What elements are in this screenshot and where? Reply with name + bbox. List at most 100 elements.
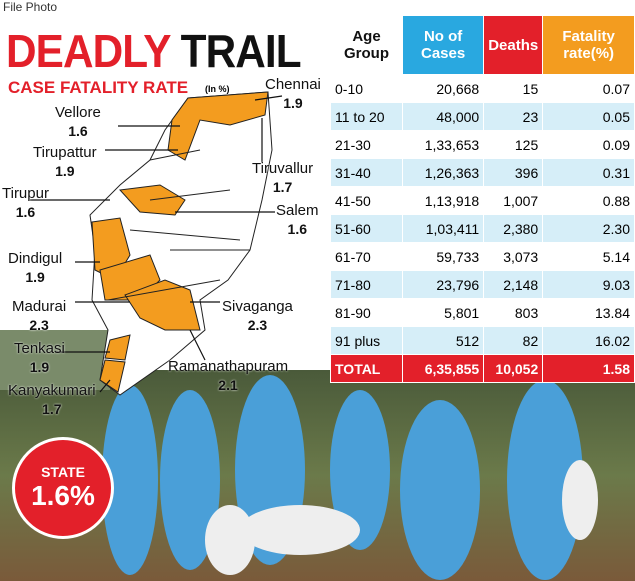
district-rate: 2.1 bbox=[218, 377, 238, 393]
table-cell: 0.07 bbox=[542, 74, 635, 103]
table-row: 21-30 1,33,653 125 0.09 bbox=[329, 130, 635, 159]
headline-part: TRAIL bbox=[180, 25, 302, 77]
district-label: Dindigul 1.9 bbox=[8, 250, 62, 286]
table-cell: 0.88 bbox=[542, 186, 635, 215]
district-name: Tirupur bbox=[2, 185, 49, 202]
district-name: Dindigul bbox=[8, 250, 63, 267]
table-row: 41-50 1,13,918 1,007 0.88 bbox=[329, 186, 635, 215]
state-badge: STATE 1.6% bbox=[12, 437, 114, 539]
table-cell: 1,26,363 bbox=[402, 158, 485, 187]
district-rate: 1.6 bbox=[15, 204, 36, 220]
district-rate: 1.9 bbox=[29, 359, 50, 375]
table-cell: 23 bbox=[483, 102, 544, 131]
district-rate: 1.9 bbox=[25, 269, 45, 285]
table-cell: 0.31 bbox=[542, 158, 635, 187]
table-cell: 1,33,653 bbox=[402, 130, 485, 159]
table-row: 81-90 5,801 803 13.84 bbox=[329, 298, 635, 327]
district-rate: 2.3 bbox=[247, 317, 268, 333]
table-cell: 803 bbox=[483, 298, 544, 327]
table-cell: 20,668 bbox=[402, 74, 485, 103]
total-cell: 1.58 bbox=[542, 354, 635, 383]
district-label: Ramanathapuram 2.1 bbox=[168, 358, 288, 394]
column-header: No of Cases bbox=[402, 15, 485, 75]
table-cell: 51-60 bbox=[329, 214, 404, 243]
district-name: Tenkasi bbox=[14, 340, 65, 357]
table-cell: 15 bbox=[483, 74, 544, 103]
table-cell: 1,03,411 bbox=[402, 214, 485, 243]
district-name: Tiruvallur bbox=[252, 160, 314, 177]
headline: DEADLY TRAIL bbox=[6, 24, 302, 78]
table-cell: 2,148 bbox=[483, 270, 544, 299]
photo-bags bbox=[205, 460, 598, 575]
header-row: Age Group No of Cases Deaths Fatality rate(… bbox=[329, 15, 635, 75]
district-rate: 1.6 bbox=[68, 123, 88, 139]
district-name: Vellore bbox=[55, 104, 101, 121]
table-cell: 31-40 bbox=[329, 158, 404, 187]
table-cell: 91 plus bbox=[329, 326, 404, 355]
badge-label: STATE bbox=[41, 464, 85, 480]
district-rate: 1.9 bbox=[283, 95, 303, 111]
total-cell: 6,35,855 bbox=[402, 354, 485, 383]
map bbox=[89, 91, 273, 396]
table-cell: 2.30 bbox=[542, 214, 635, 243]
district-label: Vellore 1.6 bbox=[55, 104, 101, 140]
district-name: Madurai bbox=[12, 298, 67, 315]
table-row: 0-10 20,668 15 0.07 bbox=[329, 74, 635, 103]
photo-credit: File Photo bbox=[3, 0, 58, 14]
table-row: 51-60 1,03,411 2,380 2.30 bbox=[329, 214, 635, 243]
column-header: Deaths bbox=[483, 15, 544, 75]
table-body: 0-10 20,668 15 0.07 11 to 20 48,000 23 0.05 21-3… bbox=[329, 74, 635, 383]
photo bbox=[0, 330, 110, 390]
table-cell: 125 bbox=[483, 130, 544, 159]
table-cell: 59,733 bbox=[402, 242, 485, 271]
district-label: Kanyakumari 1.7 bbox=[8, 382, 96, 418]
table-cell: 5,801 bbox=[402, 298, 485, 327]
table-cell: 396 bbox=[483, 158, 544, 187]
district-label: Tirupattur 1.9 bbox=[33, 144, 97, 180]
headline-part: DEADLY bbox=[6, 25, 171, 77]
table-cell: 3,073 bbox=[483, 242, 544, 271]
table-cell: 13.84 bbox=[542, 298, 635, 327]
table-row: 71-80 23,796 2,148 9.03 bbox=[329, 270, 635, 299]
table-cell: 61-70 bbox=[329, 242, 404, 271]
total-cell: 10,052 bbox=[483, 354, 544, 383]
table-cell: 71-80 bbox=[329, 270, 404, 299]
district-rate: 1.7 bbox=[42, 401, 62, 417]
district-label: Tiruvallur 1.7 bbox=[252, 160, 313, 196]
district-label: Tirupur 1.6 bbox=[2, 185, 49, 221]
table-row: 11 to 20 48,000 23 0.05 bbox=[329, 102, 635, 131]
district-name: Sivaganga bbox=[222, 298, 293, 315]
table-cell: 21-30 bbox=[329, 130, 404, 159]
district-label: Salem 1.6 bbox=[276, 202, 319, 238]
photo-figures bbox=[102, 375, 583, 580]
table-cell: 11 to 20 bbox=[329, 102, 404, 131]
table-cell: 0.09 bbox=[542, 130, 635, 159]
age-table: Age Group No of Cases Deaths Fatality rate(… bbox=[329, 15, 635, 383]
table-row: 61-70 59,733 3,073 5.14 bbox=[329, 242, 635, 271]
table-cell: 16.02 bbox=[542, 326, 635, 355]
table-cell: 23,796 bbox=[402, 270, 485, 299]
table-cell: 5.14 bbox=[542, 242, 635, 271]
district-name: Ramanathapuram bbox=[168, 358, 289, 375]
table-cell: 0-10 bbox=[329, 74, 404, 103]
table-cell: 1,13,918 bbox=[402, 186, 485, 215]
table-row: 91 plus 512 82 16.02 bbox=[329, 326, 635, 355]
district-label: Madurai 2.3 bbox=[12, 298, 66, 334]
table-cell: 9.03 bbox=[542, 270, 635, 299]
table-cell: 41-50 bbox=[329, 186, 404, 215]
district-rate: 1.9 bbox=[55, 163, 75, 179]
district-name: Tirupattur bbox=[33, 144, 97, 161]
table-cell: 82 bbox=[483, 326, 544, 355]
district-rate: 1.7 bbox=[272, 179, 293, 195]
district-label: Sivaganga 2.3 bbox=[222, 298, 293, 334]
total-cell: TOTAL bbox=[329, 354, 404, 383]
table-cell: 512 bbox=[402, 326, 485, 355]
table-row: 31-40 1,26,363 396 0.31 bbox=[329, 158, 635, 187]
district-rate: 1.6 bbox=[287, 221, 307, 237]
column-header: Age Group bbox=[329, 15, 404, 75]
district-label: Tenkasi 1.9 bbox=[14, 340, 65, 376]
map-unit: (In %) bbox=[205, 84, 230, 94]
badge-value: 1.6% bbox=[31, 480, 95, 511]
